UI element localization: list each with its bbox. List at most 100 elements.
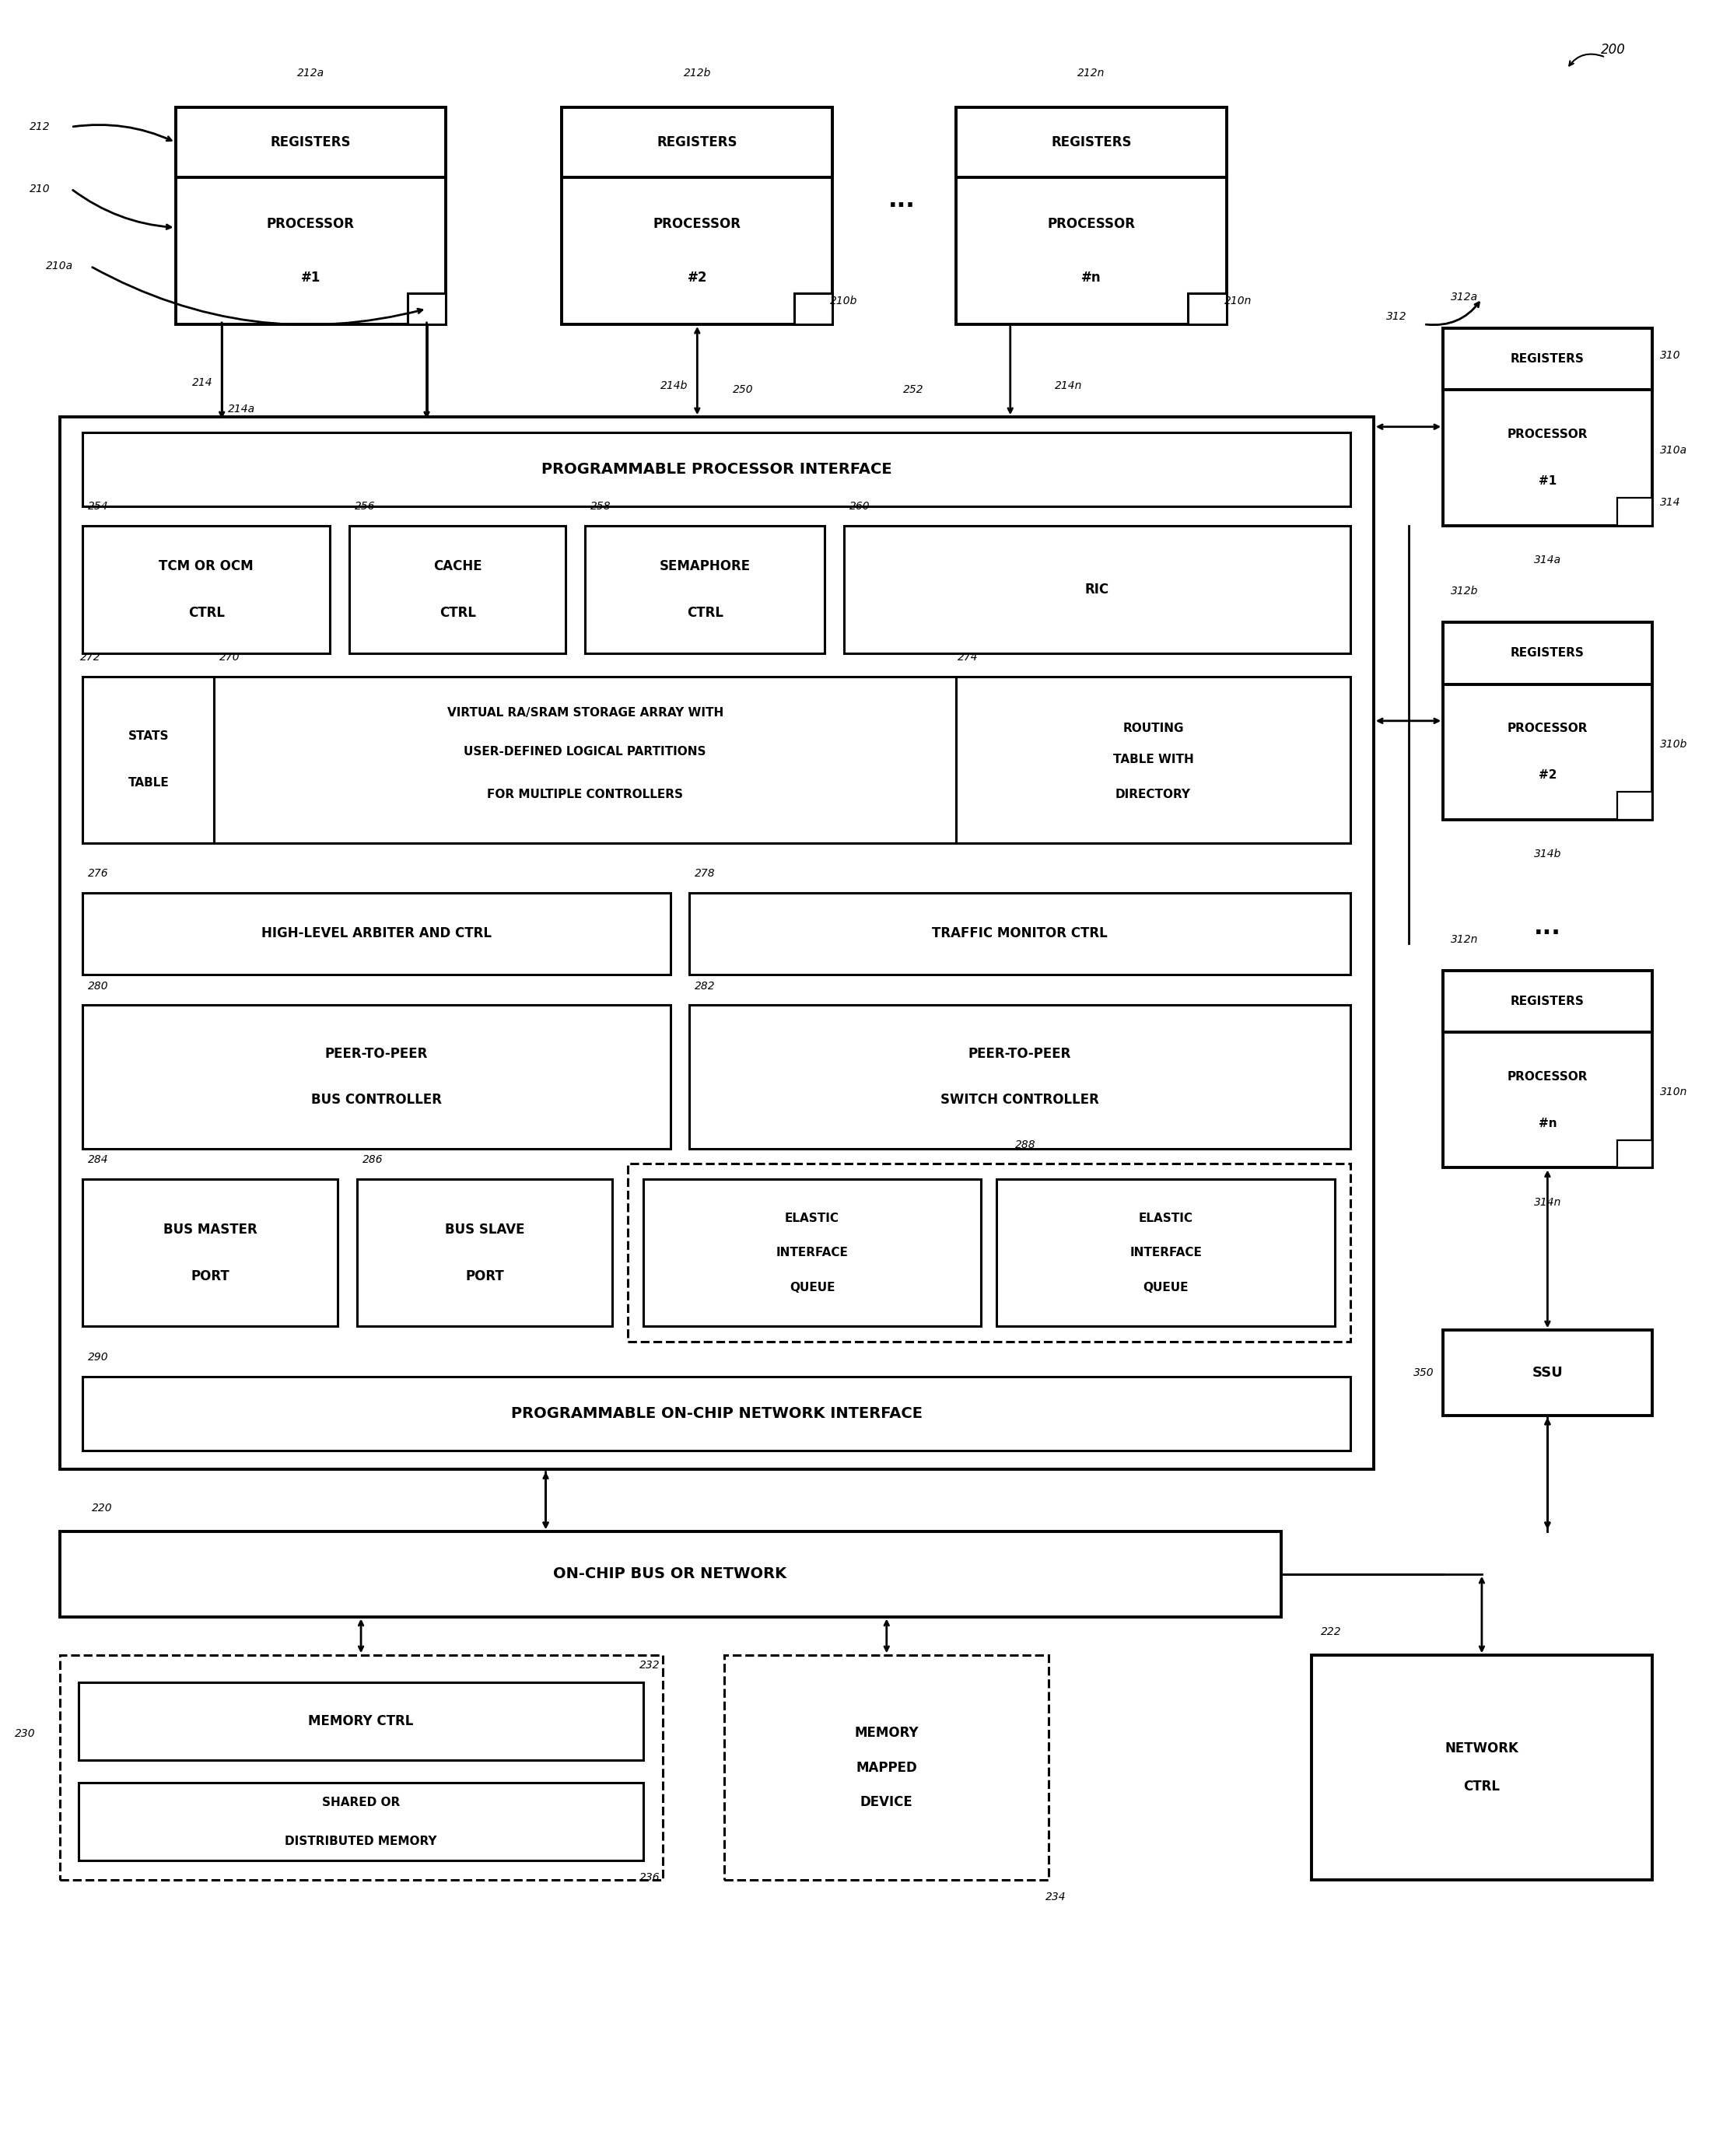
Text: 256: 256 [355,500,376,511]
Bar [82,433,1350,507]
Text: 250: 250 [733,384,753,395]
Text: ELASTIC: ELASTIC [784,1212,839,1225]
Text: HIGH-LEVEL ARBITER AND CTRL: HIGH-LEVEL ARBITER AND CTRL [261,927,491,940]
Text: TRAFFIC MONITOR CTRL: TRAFFIC MONITOR CTRL [932,927,1109,940]
Text: 314n: 314n [1534,1197,1562,1207]
Bar [997,1179,1335,1326]
Text: 210a: 210a [46,261,74,272]
Text: 252: 252 [903,384,923,395]
Text: PEER-TO-PEER: PEER-TO-PEER [324,1046,427,1061]
Bar [1443,328,1653,526]
Text: 314a: 314a [1534,554,1562,565]
Text: #n: #n [1081,272,1102,285]
Text: 200: 200 [1601,43,1625,56]
Text: 282: 282 [695,981,716,992]
Text: 286: 286 [362,1156,383,1166]
Text: 284: 284 [88,1156,108,1166]
Text: SEMAPHORE: SEMAPHORE [659,558,750,573]
Bar [1443,623,1653,819]
Bar [956,677,1350,843]
Text: 312: 312 [1387,310,1407,321]
Bar [561,108,832,177]
Text: #1: #1 [1539,474,1556,487]
Text: 234: 234 [1045,1891,1066,1902]
Bar [644,1179,982,1326]
Text: 212a: 212a [297,67,324,78]
Text: REGISTERS: REGISTERS [657,136,738,149]
Text: CACHE: CACHE [432,558,482,573]
Bar [79,1682,644,1759]
Text: RIC: RIC [1085,582,1109,597]
Text: 232: 232 [640,1660,661,1671]
Text: CTRL: CTRL [1464,1781,1500,1794]
Text: REGISTERS: REGISTERS [271,136,352,149]
Bar [407,293,446,323]
Text: PROGRAMMABLE ON-CHIP NETWORK INTERFACE: PROGRAMMABLE ON-CHIP NETWORK INTERFACE [511,1406,921,1421]
Text: 314b: 314b [1534,849,1562,860]
Text: 314: 314 [1659,496,1680,507]
Bar [1616,498,1653,526]
Text: 214n: 214n [1055,382,1083,392]
Bar [1443,970,1653,1033]
Bar [561,108,832,323]
Bar [175,108,446,323]
Text: INTERFACE: INTERFACE [1129,1246,1201,1259]
Text: #n: #n [1538,1117,1556,1130]
Text: CTRL: CTRL [189,606,225,619]
Text: PORT: PORT [190,1270,230,1283]
Text: 220: 220 [91,1503,112,1514]
Text: ELASTIC: ELASTIC [1139,1212,1193,1225]
Bar [82,677,214,843]
Bar [214,677,956,843]
Text: 230: 230 [14,1729,34,1740]
Bar [690,1005,1350,1149]
Text: 212b: 212b [683,67,710,78]
Bar [60,1656,662,1880]
Text: 310b: 310b [1659,740,1687,750]
Text: NETWORK: NETWORK [1445,1742,1519,1755]
Bar [844,526,1350,653]
Text: REGISTERS: REGISTERS [1510,996,1584,1007]
Text: BUS SLAVE: BUS SLAVE [444,1222,525,1238]
Text: 312n: 312n [1450,934,1479,944]
Text: 280: 280 [88,981,108,992]
Text: PROCESSOR: PROCESSOR [266,216,355,231]
Text: SSU: SSU [1532,1367,1563,1380]
Bar [795,293,832,323]
Text: VIRTUAL RA/SRAM STORAGE ARRAY WITH: VIRTUAL RA/SRAM STORAGE ARRAY WITH [446,707,724,718]
Bar [82,1378,1350,1451]
Text: 278: 278 [695,869,716,880]
Bar [82,526,329,653]
Text: 312a: 312a [1450,291,1477,302]
Text: STATS: STATS [129,731,168,742]
Text: TCM OR OCM: TCM OR OCM [160,558,254,573]
Text: 260: 260 [849,500,870,511]
Text: USER-DEFINED LOGICAL PARTITIONS: USER-DEFINED LOGICAL PARTITIONS [463,746,707,757]
Text: 288: 288 [1014,1138,1035,1149]
Text: 310: 310 [1659,349,1680,360]
Bar [956,108,1227,177]
Bar [82,893,671,975]
Text: 214b: 214b [661,382,688,392]
Text: MEMORY CTRL: MEMORY CTRL [309,1714,414,1729]
Text: CTRL: CTRL [439,606,475,619]
Bar [60,416,1373,1470]
Text: PROCESSOR: PROCESSOR [1507,429,1587,440]
Text: REGISTERS: REGISTERS [1510,647,1584,660]
Text: 214a: 214a [228,403,254,414]
Text: 258: 258 [590,500,611,511]
Text: TABLE WITH: TABLE WITH [1114,755,1194,765]
Bar [1443,1330,1653,1414]
Bar [1443,328,1653,390]
Text: CTRL: CTRL [686,606,722,619]
Text: ON-CHIP BUS OR NETWORK: ON-CHIP BUS OR NETWORK [554,1567,788,1583]
Text: FOR MULTIPLE CONTROLLERS: FOR MULTIPLE CONTROLLERS [487,789,683,800]
Text: 350: 350 [1414,1367,1435,1378]
Bar [357,1179,613,1326]
Text: PROCESSOR: PROCESSOR [1047,216,1136,231]
Text: BUS MASTER: BUS MASTER [163,1222,257,1238]
Text: REGISTERS: REGISTERS [1052,136,1131,149]
Text: PORT: PORT [465,1270,505,1283]
Text: QUEUE: QUEUE [789,1283,836,1294]
Text: 210b: 210b [831,295,858,306]
